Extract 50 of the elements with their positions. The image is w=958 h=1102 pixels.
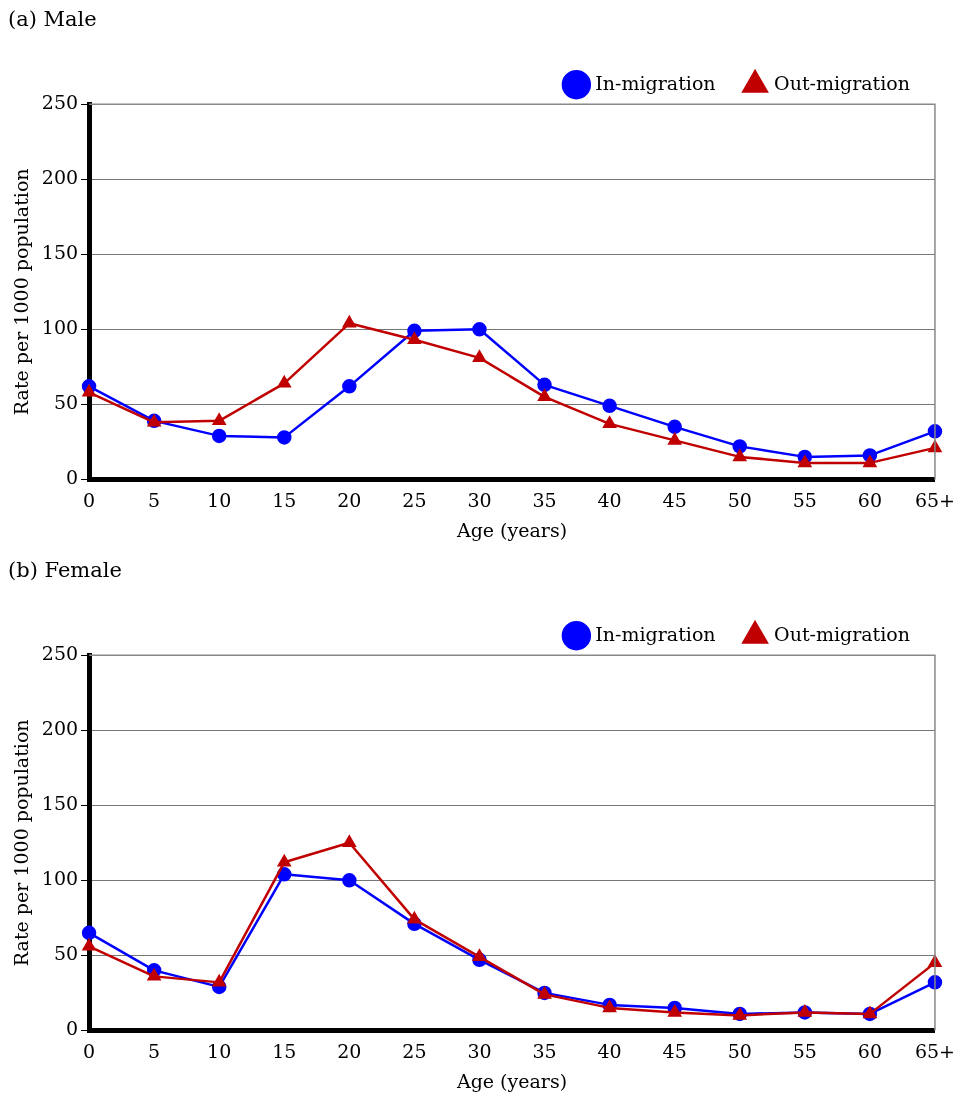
y-tick-label: 200 xyxy=(41,166,79,189)
x-tick-label: 45 xyxy=(662,488,687,511)
x-tick-label: 20 xyxy=(337,488,362,511)
x-tick-label: 15 xyxy=(272,488,297,511)
x-tick-label: 60 xyxy=(857,488,882,511)
chart-title: (b) Female xyxy=(8,558,122,583)
x-tick-label: 50 xyxy=(727,488,752,511)
x-tick-label: 0 xyxy=(83,488,96,511)
x-tick-label: 25 xyxy=(402,1039,427,1062)
x-tick-label: 0 xyxy=(83,1039,96,1062)
x-tick-label: 65+ xyxy=(914,1039,956,1062)
x-tick-label: 30 xyxy=(467,488,492,511)
x-tick-label: 50 xyxy=(727,1039,752,1062)
legend-label: In-migration xyxy=(595,622,716,645)
y-tick-label: 0 xyxy=(65,466,79,489)
x-tick-label: 5 xyxy=(148,1039,161,1062)
legend-label: Out-migration xyxy=(774,622,911,645)
x-axis-title: Age (years) xyxy=(455,1069,568,1092)
y-tick-label: 0 xyxy=(65,1017,79,1040)
x-tick-label: 5 xyxy=(148,488,161,511)
y-axis-title: Rate per 1000 population xyxy=(10,719,33,967)
y-tick-label: 50 xyxy=(53,391,79,414)
x-tick-label: 25 xyxy=(402,488,427,511)
x-tick-label: 55 xyxy=(792,488,817,511)
y-tick-label: 250 xyxy=(41,91,79,114)
x-tick-label: 35 xyxy=(532,488,557,511)
x-tick-label: 10 xyxy=(207,1039,232,1062)
x-axis-title: Age (years) xyxy=(455,518,568,541)
x-tick-label: 15 xyxy=(272,1039,297,1062)
legend-label: In-migration xyxy=(595,71,716,94)
x-tick-label: 40 xyxy=(597,488,622,511)
x-tick-label: 20 xyxy=(337,1039,362,1062)
y-tick-label: 100 xyxy=(41,867,79,890)
y-tick-label: 150 xyxy=(41,792,79,815)
x-tick-label: 60 xyxy=(857,1039,882,1062)
y-tick-label: 50 xyxy=(53,942,79,965)
x-tick-label: 65+ xyxy=(914,488,956,511)
x-tick-label: 45 xyxy=(662,1039,687,1062)
legend-label: Out-migration xyxy=(774,71,911,94)
y-tick-label: 200 xyxy=(41,717,79,740)
y-tick-label: 100 xyxy=(41,316,79,339)
y-axis-title: Rate per 1000 population xyxy=(10,168,33,416)
x-tick-label: 40 xyxy=(597,1039,622,1062)
x-tick-label: 55 xyxy=(792,1039,817,1062)
chart-title: (a) Male xyxy=(8,7,97,32)
x-tick-label: 35 xyxy=(532,1039,557,1062)
x-tick-label: 10 xyxy=(207,488,232,511)
y-tick-label: 150 xyxy=(41,241,79,264)
x-tick-label: 30 xyxy=(467,1039,492,1062)
y-tick-label: 250 xyxy=(41,642,79,665)
